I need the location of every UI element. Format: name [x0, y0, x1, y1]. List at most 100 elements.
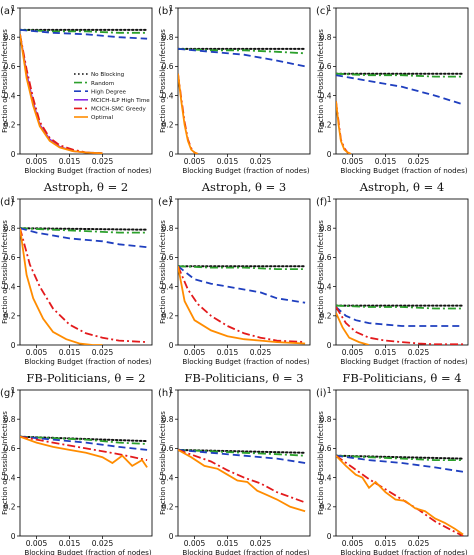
y-tick-label: 0.8 [320, 415, 332, 424]
y-tick-label: 0.2 [162, 312, 174, 321]
series-line-random [178, 48, 306, 55]
series-line-optimal [336, 455, 464, 536]
y-tick-label: 0.2 [162, 121, 174, 130]
y-tick-label: 0 [11, 341, 16, 350]
x-tick-label: 0.015 [217, 348, 239, 357]
x-axis-label: Blocking Budget (fraction of nodes) [182, 357, 310, 366]
series-line-high-degree [178, 449, 306, 464]
panel-caption: Astroph, θ = 4 [359, 180, 445, 194]
y-axis-label: Fraction of Possible Infections [1, 29, 9, 133]
y-tick-label: 0 [11, 532, 16, 541]
y-tick-label: 0.6 [4, 253, 16, 262]
y-tick-label: 0 [169, 532, 174, 541]
x-tick-label: 0.025 [92, 157, 114, 166]
x-tick-label: 0.015 [375, 539, 397, 548]
y-tick-label: 0.6 [162, 253, 174, 262]
x-axis-label: Blocking Budget (fraction of nodes) [24, 357, 152, 366]
panel-label: (b) [158, 6, 172, 17]
x-tick-label: 0.025 [92, 348, 114, 357]
y-tick-label: 0.4 [320, 91, 332, 100]
y-tick-label: 1 [169, 386, 174, 395]
y-tick-label: 0.6 [320, 62, 332, 71]
y-tick-label: 0.6 [162, 62, 174, 71]
plot-frame [19, 198, 153, 346]
series-line-mcich-smc-greedy [20, 435, 148, 461]
x-tick-label: 0.005 [26, 539, 48, 548]
series-line-optimal [20, 34, 103, 154]
x-axis-label: Blocking Budget (fraction of nodes) [340, 166, 468, 175]
x-tick-label: 0.015 [59, 157, 81, 166]
y-tick-label: 1 [327, 195, 332, 204]
x-tick-label: 0.015 [375, 348, 397, 357]
series-line-random [178, 449, 306, 457]
series-line-mcich-smc-greedy [178, 265, 306, 343]
y-tick-label: 0 [169, 341, 174, 350]
series-line-random [178, 265, 306, 270]
panel-caption: Astroph, θ = 2 [43, 180, 129, 194]
x-tick-label: 0.015 [59, 348, 81, 357]
series-line-optimal [178, 73, 199, 154]
plot-frame [335, 7, 469, 155]
x-tick-label: 0.015 [217, 539, 239, 548]
plot-frame [335, 389, 469, 537]
y-axis-label: Fraction of Possible Infections [317, 29, 325, 133]
x-axis-label: Blocking Budget (fraction of nodes) [340, 357, 468, 366]
y-tick-label: 0.8 [4, 224, 16, 233]
x-tick-label: 0.025 [92, 539, 114, 548]
legend-label: MCICH-SMC Greedy [91, 107, 147, 113]
series-line-high-degree [178, 48, 306, 68]
panel-caption: FB-Politicians, θ = 2 [26, 371, 145, 385]
x-tick-label: 0.005 [342, 157, 364, 166]
x-tick-label: 0.005 [26, 348, 48, 357]
series-line-high-degree [20, 29, 148, 40]
series-line-mcich-smc-greedy [336, 454, 464, 536]
plot-frame [177, 7, 311, 155]
y-tick-label: 0 [327, 341, 332, 350]
series-line-optimal [336, 312, 370, 345]
y-tick-label: 0 [11, 150, 16, 159]
y-axis-label: Fraction of Possible Infections [1, 411, 9, 515]
panel-label: (h) [158, 388, 172, 399]
y-axis-label: Fraction of Possible Infections [159, 411, 167, 515]
x-tick-label: 0.025 [408, 539, 430, 548]
x-axis-label: Blocking Budget (fraction of nodes) [24, 548, 152, 555]
series-line-high-degree [336, 306, 464, 327]
legend-label: Random [91, 81, 114, 87]
y-tick-label: 0 [327, 532, 332, 541]
y-tick-label: 1 [11, 386, 16, 395]
y-tick-label: 0 [327, 150, 332, 159]
y-tick-label: 0.6 [4, 62, 16, 71]
y-tick-label: 0.8 [162, 415, 174, 424]
panel-label: (c) [316, 6, 329, 17]
x-tick-label: 0.005 [342, 348, 364, 357]
y-tick-label: 0.4 [4, 473, 16, 482]
y-tick-label: 1 [11, 4, 16, 13]
legend-label: High Degree [91, 89, 127, 95]
panel-label: (g) [0, 388, 14, 399]
y-tick-label: 0 [169, 150, 174, 159]
x-axis-label: Blocking Budget (fraction of nodes) [182, 548, 310, 555]
y-axis-label: Fraction of Possible Infections [159, 29, 167, 133]
plot-frame [335, 198, 469, 346]
y-tick-label: 0.6 [320, 253, 332, 262]
plot-frame [177, 389, 311, 537]
panel-label: (a) [0, 6, 14, 17]
panel-label: (i) [316, 388, 327, 399]
y-tick-label: 0.4 [320, 282, 332, 291]
series-line-optimal [336, 101, 352, 154]
legend-label: MCICH-ILP High Time [91, 98, 150, 104]
y-tick-label: 0.2 [320, 312, 332, 321]
y-tick-label: 0.2 [4, 503, 16, 512]
x-tick-label: 0.005 [184, 348, 206, 357]
series-line-mcich-smc-greedy [20, 227, 148, 343]
x-axis-label: Blocking Budget (fraction of nodes) [24, 166, 152, 175]
series-line-optimal [20, 228, 103, 345]
panel-caption: FB-Politicians, θ = 3 [184, 371, 303, 385]
series-line-mcich-smc-greedy [336, 306, 464, 345]
series-line-random [336, 304, 464, 310]
x-tick-label: 0.005 [184, 539, 206, 548]
